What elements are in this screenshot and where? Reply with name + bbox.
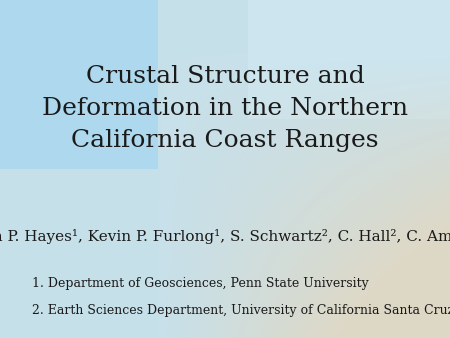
Text: 2. Earth Sciences Department, University of California Santa Cruz: 2. Earth Sciences Department, University… (32, 305, 450, 317)
Text: 1. Department of Geosciences, Penn State University: 1. Department of Geosciences, Penn State… (32, 277, 368, 290)
Text: Crustal Structure and
Deformation in the Northern
California Coast Ranges: Crustal Structure and Deformation in the… (42, 65, 408, 152)
Text: Gavin P. Hayes¹, Kevin P. Furlong¹, S. Schwartz², C. Hall², C. Ammon¹: Gavin P. Hayes¹, Kevin P. Furlong¹, S. S… (0, 229, 450, 244)
